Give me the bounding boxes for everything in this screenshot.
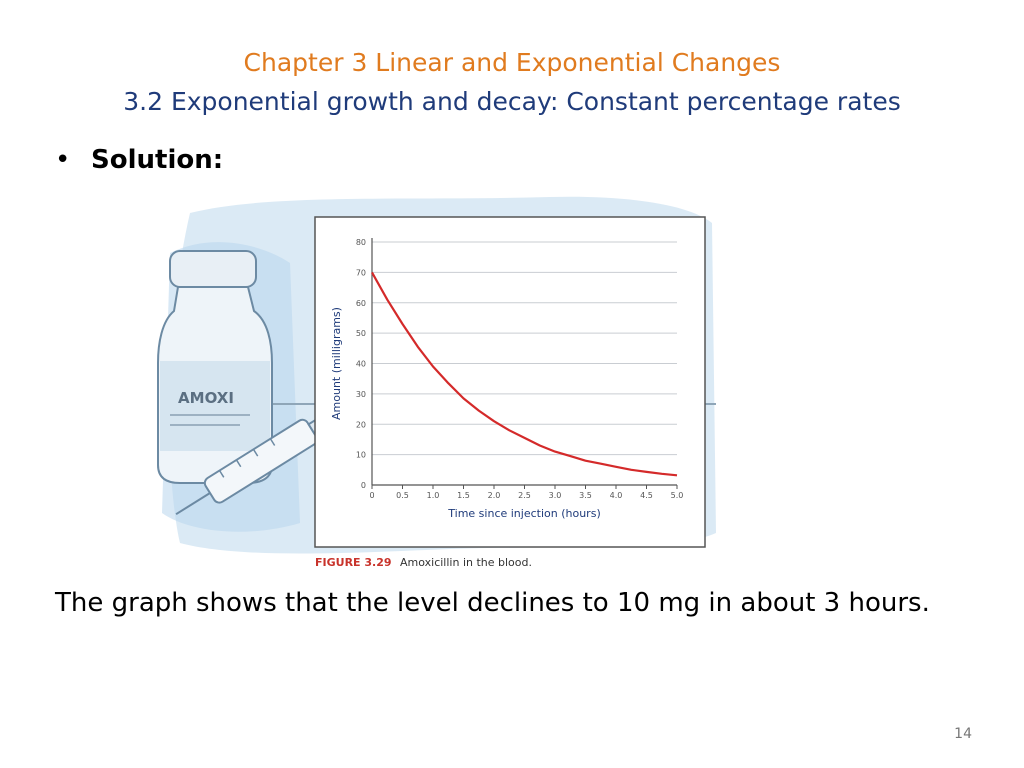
bullet-item: • Solution: <box>55 145 223 175</box>
figure-label: FIGURE 3.29 <box>315 556 392 569</box>
y-tick-label: 80 <box>356 238 366 247</box>
conclusion-text: The graph shows that the level declines … <box>55 588 930 618</box>
x-tick-label: 5.0 <box>671 491 684 500</box>
x-tick-label: 0 <box>369 491 374 500</box>
chapter-title: Chapter 3 Linear and Exponential Changes <box>243 48 781 77</box>
bullet-dot: • <box>55 145 71 175</box>
page-number: 14 <box>954 726 972 742</box>
x-tick-label: 4.0 <box>610 491 623 500</box>
x-axis-label: Time since injection (hours) <box>447 507 600 520</box>
y-tick-labels: 0 10 20 30 40 50 60 70 80 <box>356 238 366 490</box>
y-tick-label: 30 <box>356 390 366 399</box>
chart-series <box>371 271 678 477</box>
y-tick-label: 0 <box>361 481 366 490</box>
solution-label: Solution: <box>91 145 224 175</box>
x-tick-label: 1.5 <box>457 491 470 500</box>
vial-label: AMOXI <box>178 389 234 407</box>
y-tick-label: 50 <box>356 329 366 338</box>
chart-grid <box>372 241 677 456</box>
y-axis-label: Amount (milligrams) <box>330 307 343 420</box>
chart-axes <box>371 238 678 489</box>
x-tick-label: 3.5 <box>579 491 592 500</box>
x-tick-label: 1.0 <box>427 491 440 500</box>
x-tick-label: 4.5 <box>640 491 653 500</box>
y-tick-label: 70 <box>356 268 366 277</box>
x-tick-label: 0.5 <box>396 491 409 500</box>
x-tick-labels: 0 0.5 1.0 1.5 2.0 2.5 3.0 3.5 4.0 4.5 5.0 <box>369 491 683 500</box>
amoxicillin-figure: AMOXI 0 10 20 30 40 50 60 70 80 0 0.5 1.0 1.5 2.0 2.5… <box>157 196 716 569</box>
vial-illustration: AMOXI <box>157 250 273 484</box>
y-tick-label: 40 <box>356 360 366 369</box>
figure-caption: Amoxicillin in the blood. <box>400 556 532 569</box>
decay-curve <box>371 271 678 477</box>
x-tick-label: 2.5 <box>518 491 531 500</box>
y-tick-label: 10 <box>356 451 366 460</box>
x-tick-label: 3.0 <box>549 491 562 500</box>
y-tick-label: 60 <box>356 299 366 308</box>
x-tick-label: 2.0 <box>488 491 501 500</box>
y-tick-label: 20 <box>356 420 366 429</box>
section-title: 3.2 Exponential growth and decay: Consta… <box>123 87 901 116</box>
